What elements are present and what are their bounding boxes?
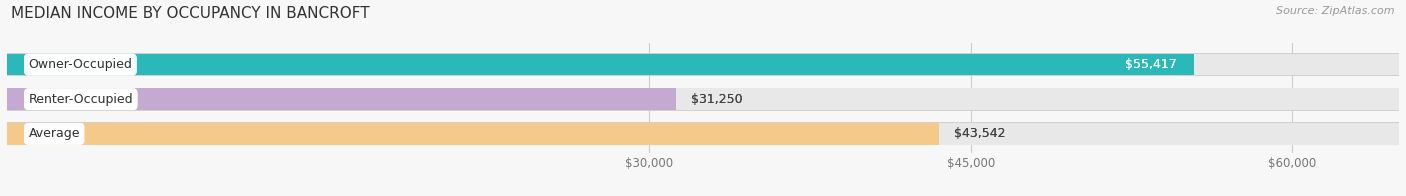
Bar (7, 123, 939, 145)
Text: $55,417: $55,417 (1125, 58, 1177, 71)
Bar (7, 123, 1399, 145)
Text: Average: Average (28, 127, 80, 140)
Bar (7, 53, 1399, 76)
Text: $31,250: $31,250 (692, 93, 742, 106)
Bar (7, 54, 1399, 75)
Text: Owner-Occupied: Owner-Occupied (28, 58, 132, 71)
Bar (7, 88, 1399, 110)
Bar (7, 54, 1399, 75)
Bar (7, 88, 676, 110)
Text: $31,250: $31,250 (692, 93, 742, 106)
Text: $43,542: $43,542 (955, 127, 1005, 140)
Text: Renter-Occupied: Renter-Occupied (28, 93, 134, 106)
Bar (7, 123, 1399, 145)
Bar (7, 88, 1399, 110)
Text: Source: ZipAtlas.com: Source: ZipAtlas.com (1277, 6, 1395, 16)
Bar (7, 88, 676, 110)
Bar (7, 54, 1194, 75)
Text: $55,417: $55,417 (1125, 58, 1177, 71)
Text: Owner-Occupied: Owner-Occupied (28, 58, 132, 71)
Bar (7, 122, 1399, 145)
Text: Average: Average (28, 127, 80, 140)
Text: $43,542: $43,542 (955, 127, 1005, 140)
Text: MEDIAN INCOME BY OCCUPANCY IN BANCROFT: MEDIAN INCOME BY OCCUPANCY IN BANCROFT (11, 6, 370, 21)
Text: Renter-Occupied: Renter-Occupied (28, 93, 134, 106)
Bar (7, 54, 1194, 75)
Bar (7, 88, 1399, 111)
Bar (7, 123, 939, 145)
